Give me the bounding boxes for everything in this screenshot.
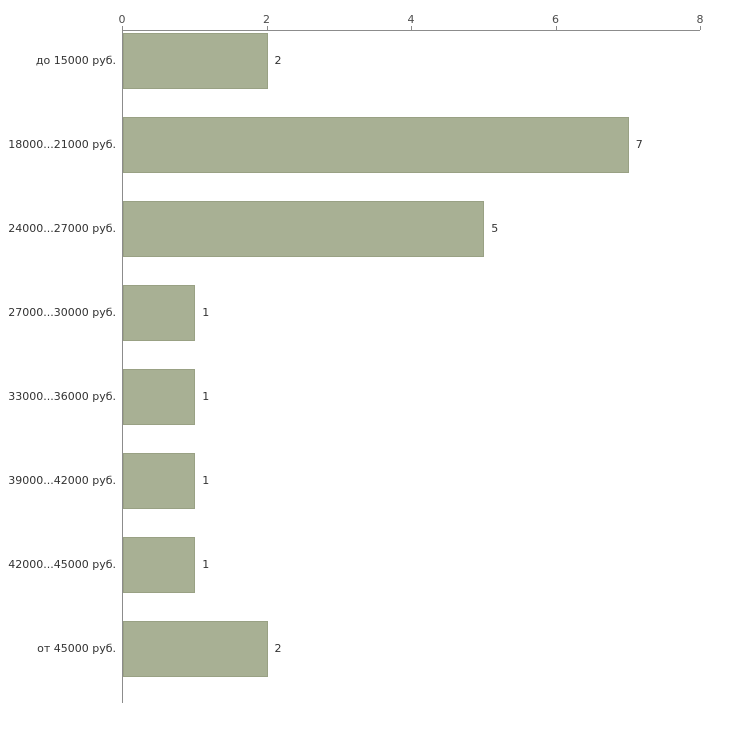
bar (123, 33, 268, 89)
category-label: 39000...42000 руб. (8, 474, 116, 487)
x-axis-tick (411, 26, 412, 30)
category-label: 18000...21000 руб. (8, 138, 116, 151)
x-axis-tick-label: 2 (263, 13, 270, 26)
bar-value-label: 2 (274, 54, 282, 67)
x-axis-tick (122, 26, 123, 30)
bar (123, 285, 196, 341)
bar (123, 453, 196, 509)
bar-value-label: 1 (202, 558, 210, 571)
bar-value-label: 7 (635, 138, 643, 151)
x-axis-tick-label: 6 (552, 13, 559, 26)
x-axis-tick-label: 0 (118, 13, 126, 26)
x-axis-tick (555, 26, 557, 30)
x-axis-tick-label: 4 (407, 13, 415, 26)
category-label: до 15000 руб. (35, 54, 116, 67)
bar (123, 369, 196, 425)
plot-area (122, 30, 700, 703)
bar-value-label: 5 (491, 222, 499, 235)
x-axis-tick (700, 26, 701, 30)
bar (123, 621, 268, 677)
x-axis-tick-label: 8 (696, 13, 704, 26)
bar (123, 117, 629, 173)
category-label: 24000...27000 руб. (8, 222, 116, 235)
bar (123, 537, 196, 593)
bar-value-label: 1 (202, 306, 210, 319)
bar-value-label: 1 (202, 474, 210, 487)
category-label: от 45000 руб. (37, 642, 116, 655)
bar-value-label: 1 (202, 390, 210, 403)
x-axis-tick (266, 26, 268, 30)
bar-value-label: 2 (274, 642, 282, 655)
category-label: 42000...45000 руб. (8, 558, 116, 571)
bar (123, 201, 485, 257)
category-label: 33000...36000 руб. (8, 390, 116, 403)
category-label: 27000...30000 руб. (8, 306, 116, 319)
